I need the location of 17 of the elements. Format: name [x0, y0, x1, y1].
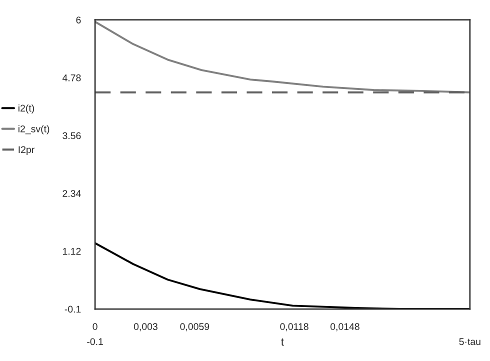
y-tick-label: 2.34 [62, 190, 81, 197]
x-tick-label: 0,0059 [180, 323, 210, 332]
x-tick-label: 0,0148 [330, 323, 360, 332]
legend-label: I2pr [18, 146, 34, 155]
y-tick-label: 6 [76, 16, 81, 24]
y-tick-label: 1.12 [62, 248, 81, 255]
text: -0.1 [87, 338, 103, 346]
x-tick-label: 0,003 [134, 323, 158, 332]
x-tick-label: 0 [92, 323, 98, 330]
x-tick-label: 0,0118 [280, 323, 308, 332]
y-tick-label: 3.56 [62, 132, 81, 140]
y-tick-label: 4.78 [62, 74, 81, 82]
x-axis-title: t [281, 338, 284, 346]
y-tick-label: -0.1 [64, 306, 81, 313]
legend-label: i2(t) [18, 104, 34, 114]
legend-label: i2_sv(t) [18, 125, 50, 134]
text: 5·tau [459, 338, 480, 346]
